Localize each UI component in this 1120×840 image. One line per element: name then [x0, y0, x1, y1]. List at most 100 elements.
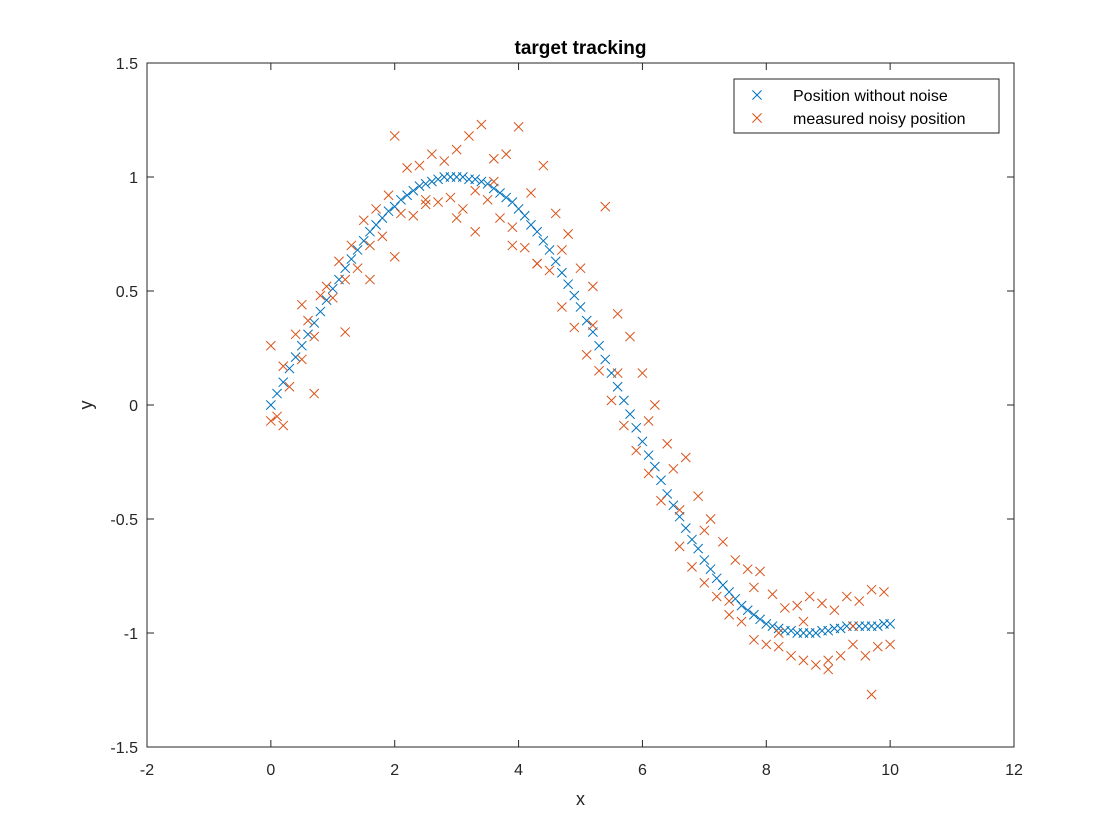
- point-measured-noisy-position: [773, 628, 784, 638]
- point-measured-noisy-position: [315, 290, 326, 301]
- point-measured-noisy-position: [383, 190, 394, 201]
- point-measured-noisy-position: [340, 274, 351, 285]
- point-measured-noisy-position: [321, 281, 332, 292]
- y-tick-label: 0.5: [116, 284, 138, 301]
- point-position-without-noise: [358, 235, 369, 246]
- point-position-without-noise: [618, 395, 629, 406]
- point-position-without-noise: [643, 450, 654, 461]
- point-measured-noisy-position: [470, 185, 481, 196]
- point-position-without-noise: [272, 388, 283, 399]
- point-measured-noisy-position: [866, 689, 877, 700]
- point-measured-noisy-position: [482, 194, 493, 205]
- point-measured-noisy-position: [693, 491, 704, 502]
- point-measured-noisy-position: [779, 602, 790, 613]
- point-measured-noisy-position: [606, 395, 617, 406]
- point-measured-noisy-position: [377, 231, 388, 242]
- point-measured-noisy-position: [711, 591, 722, 602]
- point-measured-noisy-position: [445, 192, 456, 203]
- point-position-without-noise: [773, 623, 784, 634]
- point-measured-noisy-position: [290, 329, 301, 340]
- legend-marker: [752, 113, 762, 123]
- point-position-without-noise: [687, 534, 697, 545]
- point-position-without-noise: [625, 409, 635, 420]
- point-measured-noisy-position: [792, 600, 803, 611]
- point-measured-noisy-position: [457, 203, 468, 214]
- point-measured-noisy-position: [563, 229, 574, 239]
- x-tick-label: -2: [140, 762, 154, 779]
- point-position-without-noise: [823, 625, 834, 636]
- point-position-without-noise: [383, 206, 394, 217]
- point-position-without-noise: [420, 178, 431, 189]
- point-measured-noisy-position: [278, 420, 289, 431]
- point-measured-noisy-position: [265, 340, 276, 351]
- y-axis-label: y: [76, 401, 96, 410]
- point-measured-noisy-position: [841, 591, 852, 602]
- point-measured-noisy-position: [748, 582, 759, 593]
- point-measured-noisy-position: [761, 639, 772, 650]
- point-measured-noisy-position: [532, 258, 543, 269]
- point-position-without-noise: [705, 564, 716, 575]
- point-position-without-noise: [408, 185, 419, 196]
- x-tick-label: 4: [514, 762, 523, 779]
- point-measured-noisy-position: [556, 302, 567, 312]
- point-position-without-noise: [482, 178, 493, 189]
- point-measured-noisy-position: [724, 596, 735, 607]
- point-measured-noisy-position: [439, 156, 450, 166]
- point-measured-noisy-position: [755, 566, 766, 577]
- point-measured-noisy-position: [303, 315, 313, 326]
- point-measured-noisy-position: [550, 208, 561, 219]
- point-measured-noisy-position: [587, 320, 598, 331]
- point-measured-noisy-position: [587, 281, 598, 292]
- point-measured-noisy-position: [767, 589, 778, 600]
- point-measured-noisy-position: [451, 144, 462, 155]
- x-tick-label: 0: [266, 762, 275, 779]
- point-measured-noisy-position: [878, 587, 889, 597]
- point-measured-noisy-position: [600, 201, 611, 212]
- point-measured-noisy-position: [643, 468, 654, 479]
- point-position-without-noise: [395, 194, 406, 205]
- point-position-without-noise: [656, 475, 666, 486]
- plot-marks: [265, 119, 896, 700]
- point-measured-noisy-position: [352, 263, 363, 274]
- x-tick-label: 12: [1005, 762, 1023, 779]
- point-position-without-noise: [296, 340, 307, 351]
- point-position-without-noise: [538, 235, 549, 246]
- point-measured-noisy-position: [519, 242, 530, 253]
- point-measured-noisy-position: [488, 153, 499, 164]
- x-tick-label: 2: [390, 762, 399, 779]
- point-measured-noisy-position: [433, 197, 444, 208]
- point-measured-noisy-position: [420, 199, 431, 210]
- point-position-without-noise: [693, 543, 704, 554]
- point-measured-noisy-position: [810, 659, 821, 670]
- point-position-without-noise: [532, 226, 543, 237]
- point-measured-noisy-position: [866, 584, 877, 595]
- point-position-without-noise: [563, 279, 574, 290]
- point-position-without-noise: [315, 306, 326, 317]
- point-position-without-noise: [321, 295, 332, 306]
- point-measured-noisy-position: [296, 299, 307, 310]
- point-position-without-noise: [637, 436, 648, 447]
- point-measured-noisy-position: [426, 149, 437, 160]
- point-position-without-noise: [581, 315, 592, 326]
- x-tick-label: 6: [638, 762, 647, 779]
- point-measured-noisy-position: [662, 438, 673, 449]
- point-measured-noisy-position: [699, 577, 710, 588]
- point-measured-noisy-position: [804, 591, 815, 602]
- point-measured-noisy-position: [835, 650, 846, 661]
- point-position-without-noise: [742, 605, 753, 616]
- point-position-without-noise: [761, 618, 772, 629]
- point-position-without-noise: [309, 317, 320, 328]
- point-measured-noisy-position: [748, 634, 759, 645]
- point-measured-noisy-position: [637, 368, 648, 379]
- point-measured-noisy-position: [817, 598, 827, 609]
- x-tick-label: 8: [762, 762, 771, 779]
- point-measured-noisy-position: [420, 194, 431, 205]
- point-position-without-noise: [414, 181, 425, 192]
- point-measured-noisy-position: [581, 349, 592, 360]
- point-measured-noisy-position: [556, 245, 567, 255]
- point-measured-noisy-position: [829, 605, 840, 616]
- point-measured-noisy-position: [705, 514, 716, 524]
- point-position-without-noise: [265, 400, 276, 410]
